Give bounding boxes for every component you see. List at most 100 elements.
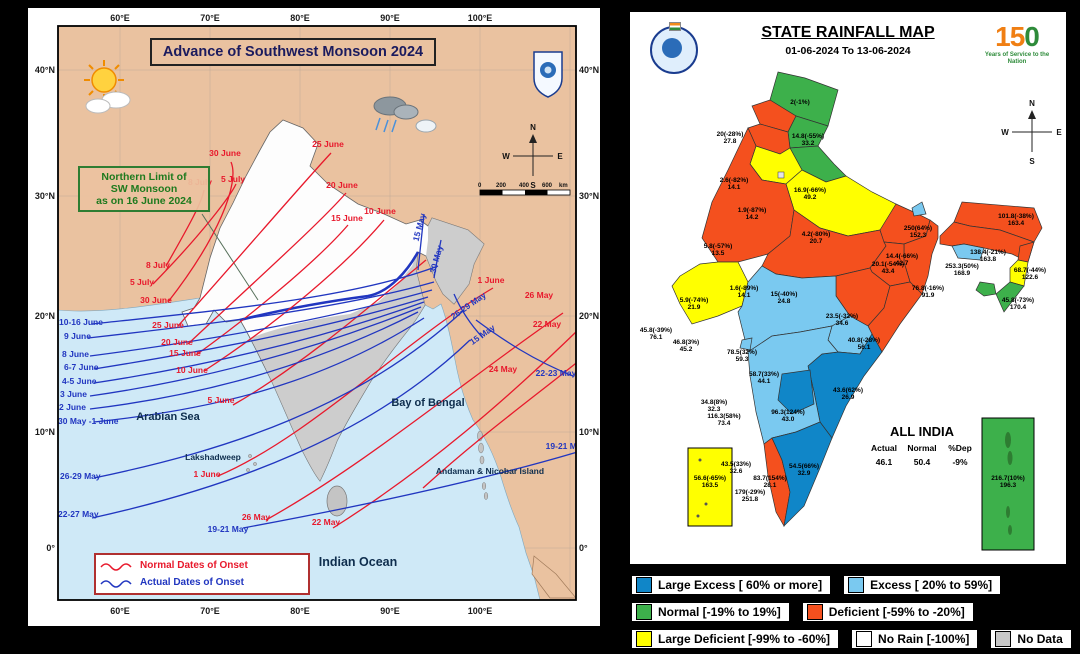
monsoon-map-title: Advance of Southwest Monsoon 2024 [150, 38, 436, 66]
normal-line-sample [100, 562, 132, 571]
svg-text:116.3(58%): 116.3(58%) [707, 413, 740, 420]
axis-label: 90°E [380, 13, 400, 23]
state-value-label: 101.8(-38%)163.4 [998, 213, 1034, 227]
state-value-label: 40.8(-28%)56.1 [848, 337, 880, 351]
rain-cloud-icon [373, 96, 437, 133]
compass-e: E [557, 152, 563, 161]
state-value-label: 43.5(33%)32.6 [721, 461, 751, 475]
legend-row: Large Excess [ 60% or more] Excess [ 20%… [630, 574, 1078, 596]
svg-text:152.3: 152.3 [910, 232, 927, 239]
map-frame [57, 25, 577, 601]
sumatra-island [531, 555, 576, 599]
compass-w: W [1001, 128, 1009, 137]
axis-label: 20°N [579, 311, 599, 321]
compass-e: E [1056, 128, 1062, 137]
svg-text:78.5(32%): 78.5(32%) [727, 349, 757, 356]
axis-label: 70°E [200, 606, 220, 616]
svg-text:34.8(8%): 34.8(8%) [701, 399, 727, 406]
svg-text:40.8(-28%): 40.8(-28%) [848, 337, 880, 344]
all-india-value: 46.1 [875, 457, 893, 467]
sea-label-arabian: Arabian Sea [136, 411, 200, 423]
legend-label: No Rain [-100%] [878, 632, 970, 646]
axis-label: 80°E [290, 606, 310, 616]
svg-text:179(-29%): 179(-29%) [735, 489, 765, 496]
axis-label: 100°E [468, 606, 493, 616]
svg-text:14.8(-55%): 14.8(-55%) [792, 133, 824, 140]
axis-label: 0° [579, 543, 588, 553]
legend-row: Large Deficient [-99% to -60%] No Rain [… [630, 628, 1078, 650]
state-gujarat [671, 261, 749, 325]
onset-date-label: 24 May [489, 364, 518, 374]
state-value-label: 1.9(-87%)14.2 [738, 207, 767, 221]
axis-label: 10°N [35, 427, 55, 437]
rainfall-map-date-range: 01-06-2024 To 13-06-2024 [785, 45, 911, 57]
svg-text:20.7: 20.7 [810, 238, 823, 245]
scale-tick: 200 [496, 183, 507, 189]
onset-legend-normal-row: Normal Dates of Onset [100, 557, 304, 574]
onset-date-label: 19-21 May [208, 524, 249, 534]
onset-date-label: 22 May [533, 319, 562, 329]
svg-text:251.8: 251.8 [742, 496, 759, 503]
svg-text:170.4: 170.4 [1010, 304, 1027, 311]
state-value-label: 43.6(62%)26.9 [833, 387, 863, 401]
onset-date-label: 15 June [331, 213, 363, 223]
svg-text:5.9(-74%): 5.9(-74%) [680, 297, 709, 304]
state-tamil-nadu [771, 421, 833, 528]
svg-text:250(64%): 250(64%) [904, 225, 932, 232]
monsoon-limit-annotation: Northern Limit of SW Monsoon as on 16 Ju… [78, 166, 210, 212]
onset-date-label: 22 May [312, 517, 341, 527]
state-value-label: 76.8(-16%)91.9 [912, 285, 944, 299]
annotation-line: SW Monsoon [110, 183, 178, 195]
state-value-label: 14.8(-55%)33.2 [792, 133, 824, 147]
state-value-label: 20(-28%)27.8 [717, 131, 744, 145]
annotation-leader-line [201, 213, 259, 301]
svg-text:76.1: 76.1 [650, 334, 663, 341]
annotation-line: as on 16 June 2024 [96, 195, 192, 207]
svg-text:14.4(-66%): 14.4(-66%) [886, 253, 918, 260]
svg-text:83.7(154%): 83.7(154%) [753, 475, 787, 482]
state-value-label: 96.3(124%)43.0 [771, 409, 805, 423]
svg-text:14.2: 14.2 [746, 214, 759, 221]
state-value-label: 14.4(-66%)42.7 [886, 253, 918, 267]
state-value-label: 2(-1%) [790, 99, 810, 106]
svg-text:49.2: 49.2 [804, 194, 817, 201]
axis-label: 70°E [200, 13, 220, 23]
svg-text:253.3(50%): 253.3(50%) [945, 263, 979, 270]
state-value-label: 5.9(-74%)21.9 [680, 297, 709, 311]
svg-text:163.4: 163.4 [1008, 220, 1025, 227]
svg-text:2.6(-82%): 2.6(-82%) [720, 177, 749, 184]
imd-150-logo: 150 Years of Service to the Nation [980, 22, 1054, 66]
legend-label: Excess [ 20% to 59%] [870, 578, 993, 592]
state-value-labels: 2(-1%) 20(-28%)27.8 14.8(-55%)33.2 2.6(-… [640, 99, 1046, 503]
svg-text:4.2(-80%): 4.2(-80%) [802, 231, 831, 238]
svg-text:54.5(66%): 54.5(66%) [789, 463, 819, 470]
state-value-label: 2.6(-82%)14.1 [720, 177, 749, 191]
all-india-value: -9% [952, 457, 968, 467]
onset-date-label: 30 May -1 June [58, 416, 119, 426]
sea-label-lakshadweep: Lakshadweep [185, 452, 241, 462]
lakshadweep-islands [246, 454, 257, 472]
state-value-label: 45.8(-39%)76.1 [640, 327, 672, 341]
legend-label: Normal [-19% to 19%] [658, 605, 781, 619]
compass-s: S [1029, 157, 1035, 166]
onset-date-label: 10-16 June [59, 317, 103, 327]
onset-date-label: 4-5 June [62, 376, 97, 386]
imd-logo-core [662, 38, 682, 58]
normal-onset-label: Normal Dates of Onset [140, 560, 248, 571]
onset-date-label: 30 June [140, 295, 172, 305]
svg-text:122.6: 122.6 [1022, 274, 1039, 281]
state-value-label: 4.2(-80%)20.7 [802, 231, 831, 245]
scale-tick: 0 [478, 183, 482, 189]
svg-text:34.6: 34.6 [836, 320, 849, 327]
state-value-label: 16.9(-66%)49.2 [794, 187, 826, 201]
svg-text:43.0: 43.0 [782, 416, 795, 423]
state-value-label: 83.7(154%)28.1 [753, 475, 787, 489]
onset-date-label: 1 June [478, 275, 505, 285]
onset-date-label: 20 June [161, 337, 193, 347]
annotation-line: Northern Limit of [101, 171, 187, 183]
svg-text:163.5: 163.5 [702, 482, 719, 489]
sun-icon [84, 60, 124, 100]
onset-date-label: 19-21 May [546, 441, 587, 451]
state-value-label: 46.8(3%)45.2 [673, 339, 699, 353]
